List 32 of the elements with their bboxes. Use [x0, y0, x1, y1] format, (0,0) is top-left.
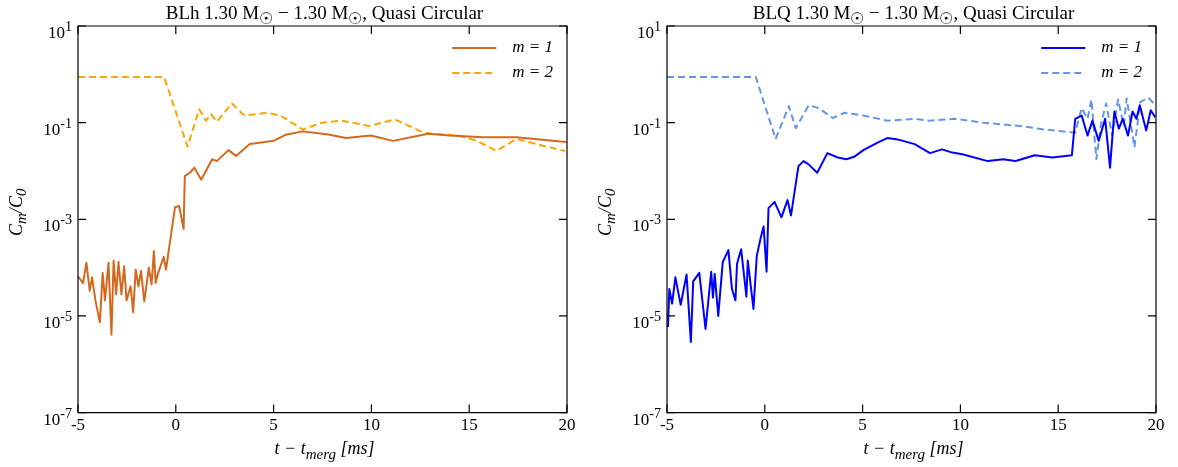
- x-axis-title: t − t$_{merg}$ [ms]: [273, 438, 376, 463]
- x-tick-label: 10: [362, 415, 380, 435]
- x-tick-label: 5: [858, 415, 867, 435]
- y-tick-label: 10$^{-1}$: [43, 113, 72, 141]
- x-tick-label: 0: [171, 415, 181, 435]
- chart-title: BLQ 1.30 M$_{☉}$ − 1.30 M$_{☉}$, Quasi Circular: [752, 2, 1075, 27]
- x-tick-label: 10: [951, 415, 969, 435]
- line-series: [78, 76, 567, 152]
- legend-label: m = 2: [512, 62, 554, 82]
- legend-label: m = 1: [512, 37, 553, 57]
- chart-title: BLh 1.30 M$_{☉}$ − 1.30 M$_{☉}$, Quasi Circular: [165, 2, 484, 27]
- x-axis-title: t − t$_{merg}$ [ms]: [862, 438, 965, 463]
- y-tick-label: 10$^{-5}$: [632, 306, 661, 334]
- y-tick-label: 10$^{-3}$: [632, 210, 661, 237]
- x-tick-label: 15: [1049, 415, 1067, 435]
- x-tick-label: -5: [659, 415, 675, 435]
- legend-label: m = 2: [1101, 62, 1143, 82]
- y-tick-label: 10$^{-5}$: [43, 306, 72, 334]
- y-tick-label: 10$^{1}$: [47, 17, 72, 44]
- y-tick-label: 10$^{-7}$: [632, 403, 661, 429]
- x-tick-label: 20: [1147, 415, 1165, 435]
- y-tick-label: 10$^{-3}$: [43, 210, 72, 237]
- legend-label: m = 1: [1101, 37, 1142, 57]
- y-tick-label: 10$^{-1}$: [632, 113, 661, 141]
- x-tick-label: 20: [558, 415, 576, 435]
- x-tick-label: 0: [760, 415, 770, 435]
- y-tick-label: 10$^{-7}$: [43, 403, 72, 429]
- x-tick-label: 5: [269, 415, 278, 435]
- y-tick-label: 10$^{1}$: [636, 17, 661, 44]
- line-series: [667, 76, 1156, 161]
- x-tick-label: 15: [460, 415, 478, 435]
- x-tick-label: -5: [70, 415, 86, 435]
